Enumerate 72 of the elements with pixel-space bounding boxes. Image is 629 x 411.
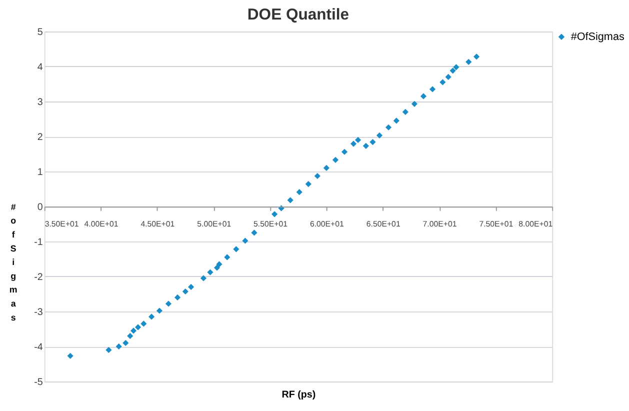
x-tick-label: 5.00E+01	[197, 220, 232, 229]
x-tick-label: 6.50E+01	[366, 220, 400, 229]
point	[305, 181, 312, 188]
y-tick-label: -2	[34, 272, 43, 283]
y-tick-label: 3	[37, 96, 44, 108]
point	[385, 124, 392, 130]
point	[341, 148, 348, 155]
chart-title: DOE Quantile	[247, 6, 350, 24]
point	[362, 142, 369, 149]
point	[393, 118, 400, 124]
point	[445, 74, 452, 80]
y-tick-label: 4	[37, 62, 44, 73]
point	[411, 100, 418, 107]
point	[116, 343, 122, 350]
point	[174, 294, 181, 300]
x-tick-label: 5.50E+01	[254, 220, 288, 229]
point	[165, 300, 172, 307]
y-tick-label: -5	[34, 376, 44, 388]
y-tick-label: -1	[34, 236, 43, 248]
point	[207, 269, 214, 276]
point	[251, 230, 258, 236]
point	[224, 254, 230, 260]
point	[242, 238, 248, 244]
x-axis-title: RF (ps)	[282, 390, 316, 401]
point	[122, 340, 129, 346]
x-tick-label: 7.50E+01	[479, 220, 514, 229]
point	[287, 197, 294, 204]
point	[466, 58, 472, 65]
point	[156, 308, 162, 314]
y-tick-label: -3	[34, 306, 44, 318]
point	[233, 246, 240, 252]
point	[350, 140, 357, 147]
point	[314, 172, 320, 180]
point	[188, 284, 194, 290]
point	[130, 328, 137, 334]
point	[148, 314, 155, 320]
point	[450, 68, 456, 74]
x-tick-label: 7.00E+01	[422, 220, 457, 229]
text: # of Sigmas	[9, 202, 18, 322]
y-tick-label: -4	[34, 342, 44, 353]
point	[440, 79, 446, 86]
point	[140, 320, 147, 327]
y-tick-label: 1	[37, 166, 43, 178]
point	[402, 108, 408, 115]
point	[67, 352, 74, 359]
point	[296, 189, 302, 196]
point	[376, 132, 383, 138]
point	[332, 156, 339, 163]
x-tick-label: 4.50E+01	[140, 220, 175, 229]
point	[453, 64, 460, 70]
point	[216, 261, 222, 268]
point	[127, 332, 134, 339]
x-tick-label: 4.00E+01	[84, 220, 118, 229]
x-tick-label: 3.50E+01	[44, 220, 79, 229]
point	[323, 164, 330, 171]
point	[429, 86, 436, 92]
point	[354, 136, 362, 143]
point	[182, 288, 188, 295]
point	[272, 211, 278, 218]
point	[106, 346, 112, 353]
point	[214, 264, 220, 271]
point	[473, 54, 480, 60]
y-tick-label: 5	[37, 26, 44, 38]
point	[420, 93, 427, 100]
y-tick-label: 2	[37, 132, 43, 143]
point	[370, 139, 376, 146]
y-tick-label: 0	[37, 202, 44, 213]
x-tick-label: 8.00E+01	[518, 220, 553, 229]
point	[200, 275, 206, 282]
point	[134, 324, 142, 330]
legend-label: #OfSigmas	[570, 30, 625, 43]
x-tick-label: 6.00E+01	[310, 220, 344, 229]
